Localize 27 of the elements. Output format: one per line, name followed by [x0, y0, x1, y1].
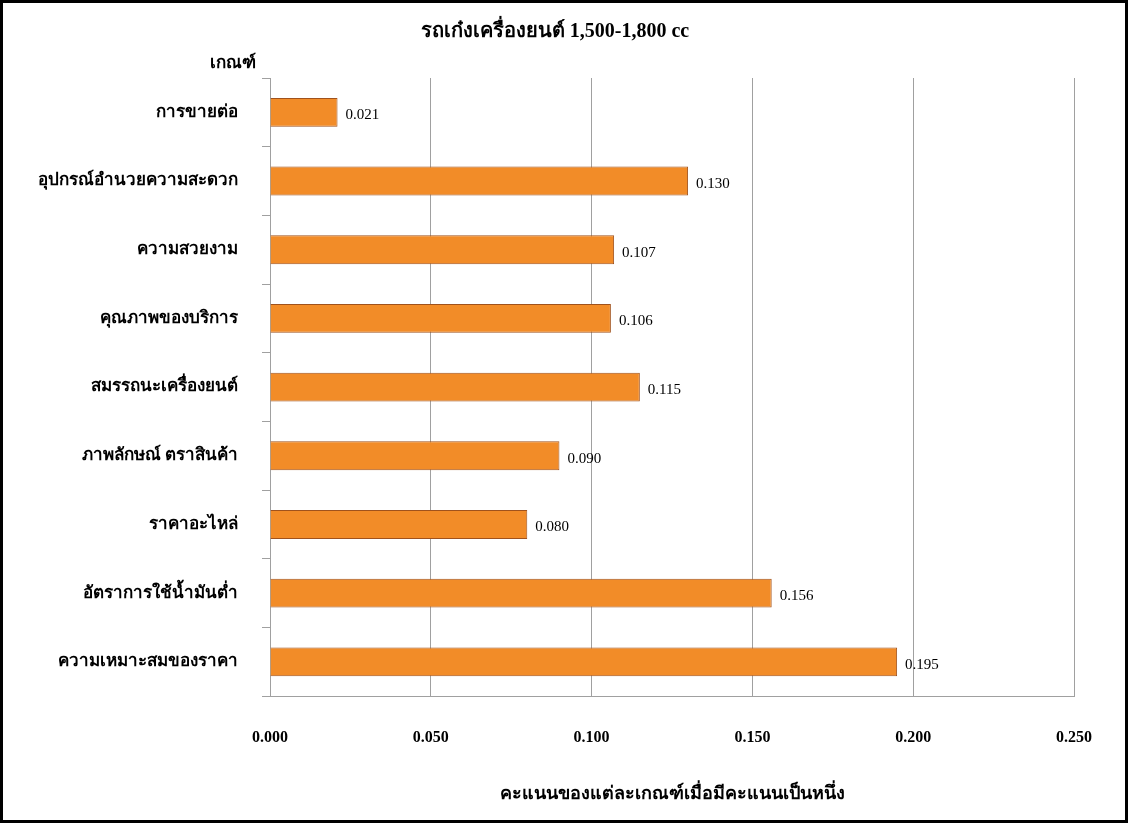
data-label: 0.107 [622, 243, 657, 260]
data-label: 0.115 [647, 381, 682, 398]
data-label: 0.130 [696, 174, 730, 191]
x-tick-label: 0.250 [1056, 727, 1092, 745]
y-tick-label: คุณภาพของบริการ [100, 307, 239, 328]
y-axis-title: เกณฑ์ [210, 51, 256, 72]
chart-title: รถเก๋งเครื่องยนต์ 1,500-1,800 cc [420, 15, 690, 42]
x-tick-label: 0.050 [412, 727, 449, 745]
y-tick-label: อุปกรณ์อำนวยความสะดวก [38, 169, 238, 191]
y-tick-label: ความสวยงาม [137, 239, 238, 259]
y-tick-label: ความเหมาะสมของราคา [58, 651, 238, 671]
x-axis-title: คะแนนของแต่ละเกณฑ์เมื่อมีคะแนนเป็นหนึ่ง [499, 779, 845, 803]
x-tick-label: 0.200 [895, 727, 932, 745]
y-tick-label: ราคาอะไหล่ [149, 512, 238, 533]
x-tick-label: 0.100 [573, 727, 610, 745]
y-tick-label: การขายต่อ [156, 101, 238, 121]
data-label: 0.106 [618, 312, 654, 329]
data-label: 0.021 [345, 106, 380, 123]
y-tick-label: สมรรถนะเครื่องยนต์ [91, 373, 238, 396]
data-label: 0.195 [905, 655, 939, 672]
data-label: 0.090 [567, 449, 602, 466]
x-tick-label: 0.150 [734, 727, 771, 745]
x-tick-label: 0.000 [252, 727, 288, 745]
y-tick-label: ภาพลักษณ์ ตราสินค้า [81, 444, 238, 465]
data-label: 0.080 [535, 518, 570, 535]
data-label: 0.156 [779, 587, 814, 604]
y-tick-label: อัตราการใช้น้ำมันต่ำ [83, 578, 238, 602]
